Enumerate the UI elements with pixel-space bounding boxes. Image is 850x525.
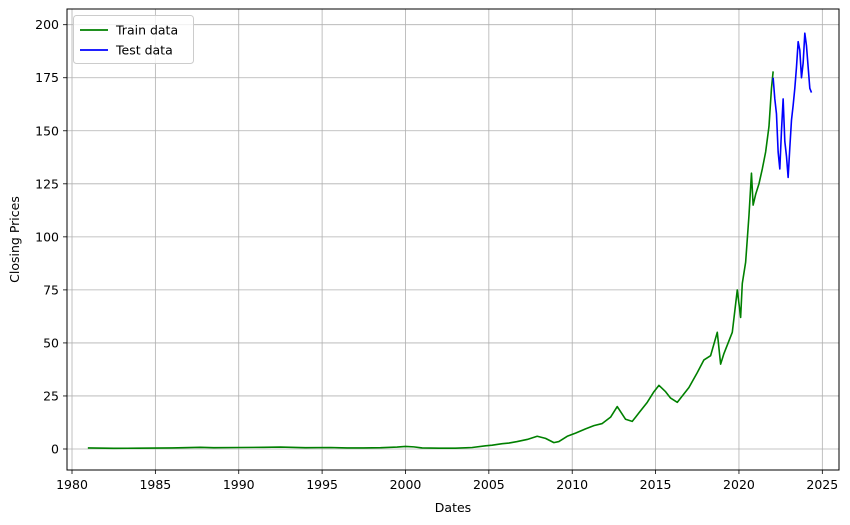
- series-line-train-data: [87, 71, 774, 450]
- y-tick-label: 0: [51, 441, 59, 456]
- x-tick-label: 2015: [640, 477, 672, 492]
- y-tick-label: 125: [35, 176, 59, 191]
- series-layer: [87, 32, 813, 450]
- legend-box: [73, 15, 194, 64]
- x-axis-ticks: 1980 1985 1990 1995 2000 2005 2010 2015 2020 2025: [56, 470, 838, 492]
- x-tick-label: 2000: [390, 477, 422, 492]
- x-tick-label: 1995: [306, 477, 338, 492]
- x-tick-label: 2020: [723, 477, 755, 492]
- legend-label: Test data: [115, 43, 173, 58]
- x-tick-label: 1990: [223, 477, 255, 492]
- legend: Train data Test data: [73, 15, 194, 64]
- x-tick-label: 2025: [806, 477, 838, 492]
- y-tick-label: 25: [43, 388, 59, 403]
- x-tick-label: 1985: [139, 477, 171, 492]
- x-axis-label: Dates: [435, 500, 471, 515]
- x-tick-label: 2010: [556, 477, 588, 492]
- y-tick-label: 150: [35, 123, 59, 138]
- y-tick-label: 100: [35, 229, 59, 244]
- y-tick-label: 75: [43, 282, 59, 297]
- y-tick-label: 50: [43, 335, 59, 350]
- y-tick-label: 175: [35, 70, 59, 85]
- legend-label: Train data: [115, 23, 178, 38]
- y-axis-label: Closing Prices: [7, 196, 22, 283]
- grid: [67, 9, 839, 470]
- y-axis-ticks: 0 25 50 75 100 125 150 175 200: [35, 17, 67, 456]
- plot-frame: [66, 8, 840, 471]
- x-tick-label: 1980: [56, 477, 88, 492]
- y-tick-label: 200: [35, 17, 59, 32]
- series-line-test-data: [772, 32, 813, 179]
- x-tick-label: 2005: [473, 477, 505, 492]
